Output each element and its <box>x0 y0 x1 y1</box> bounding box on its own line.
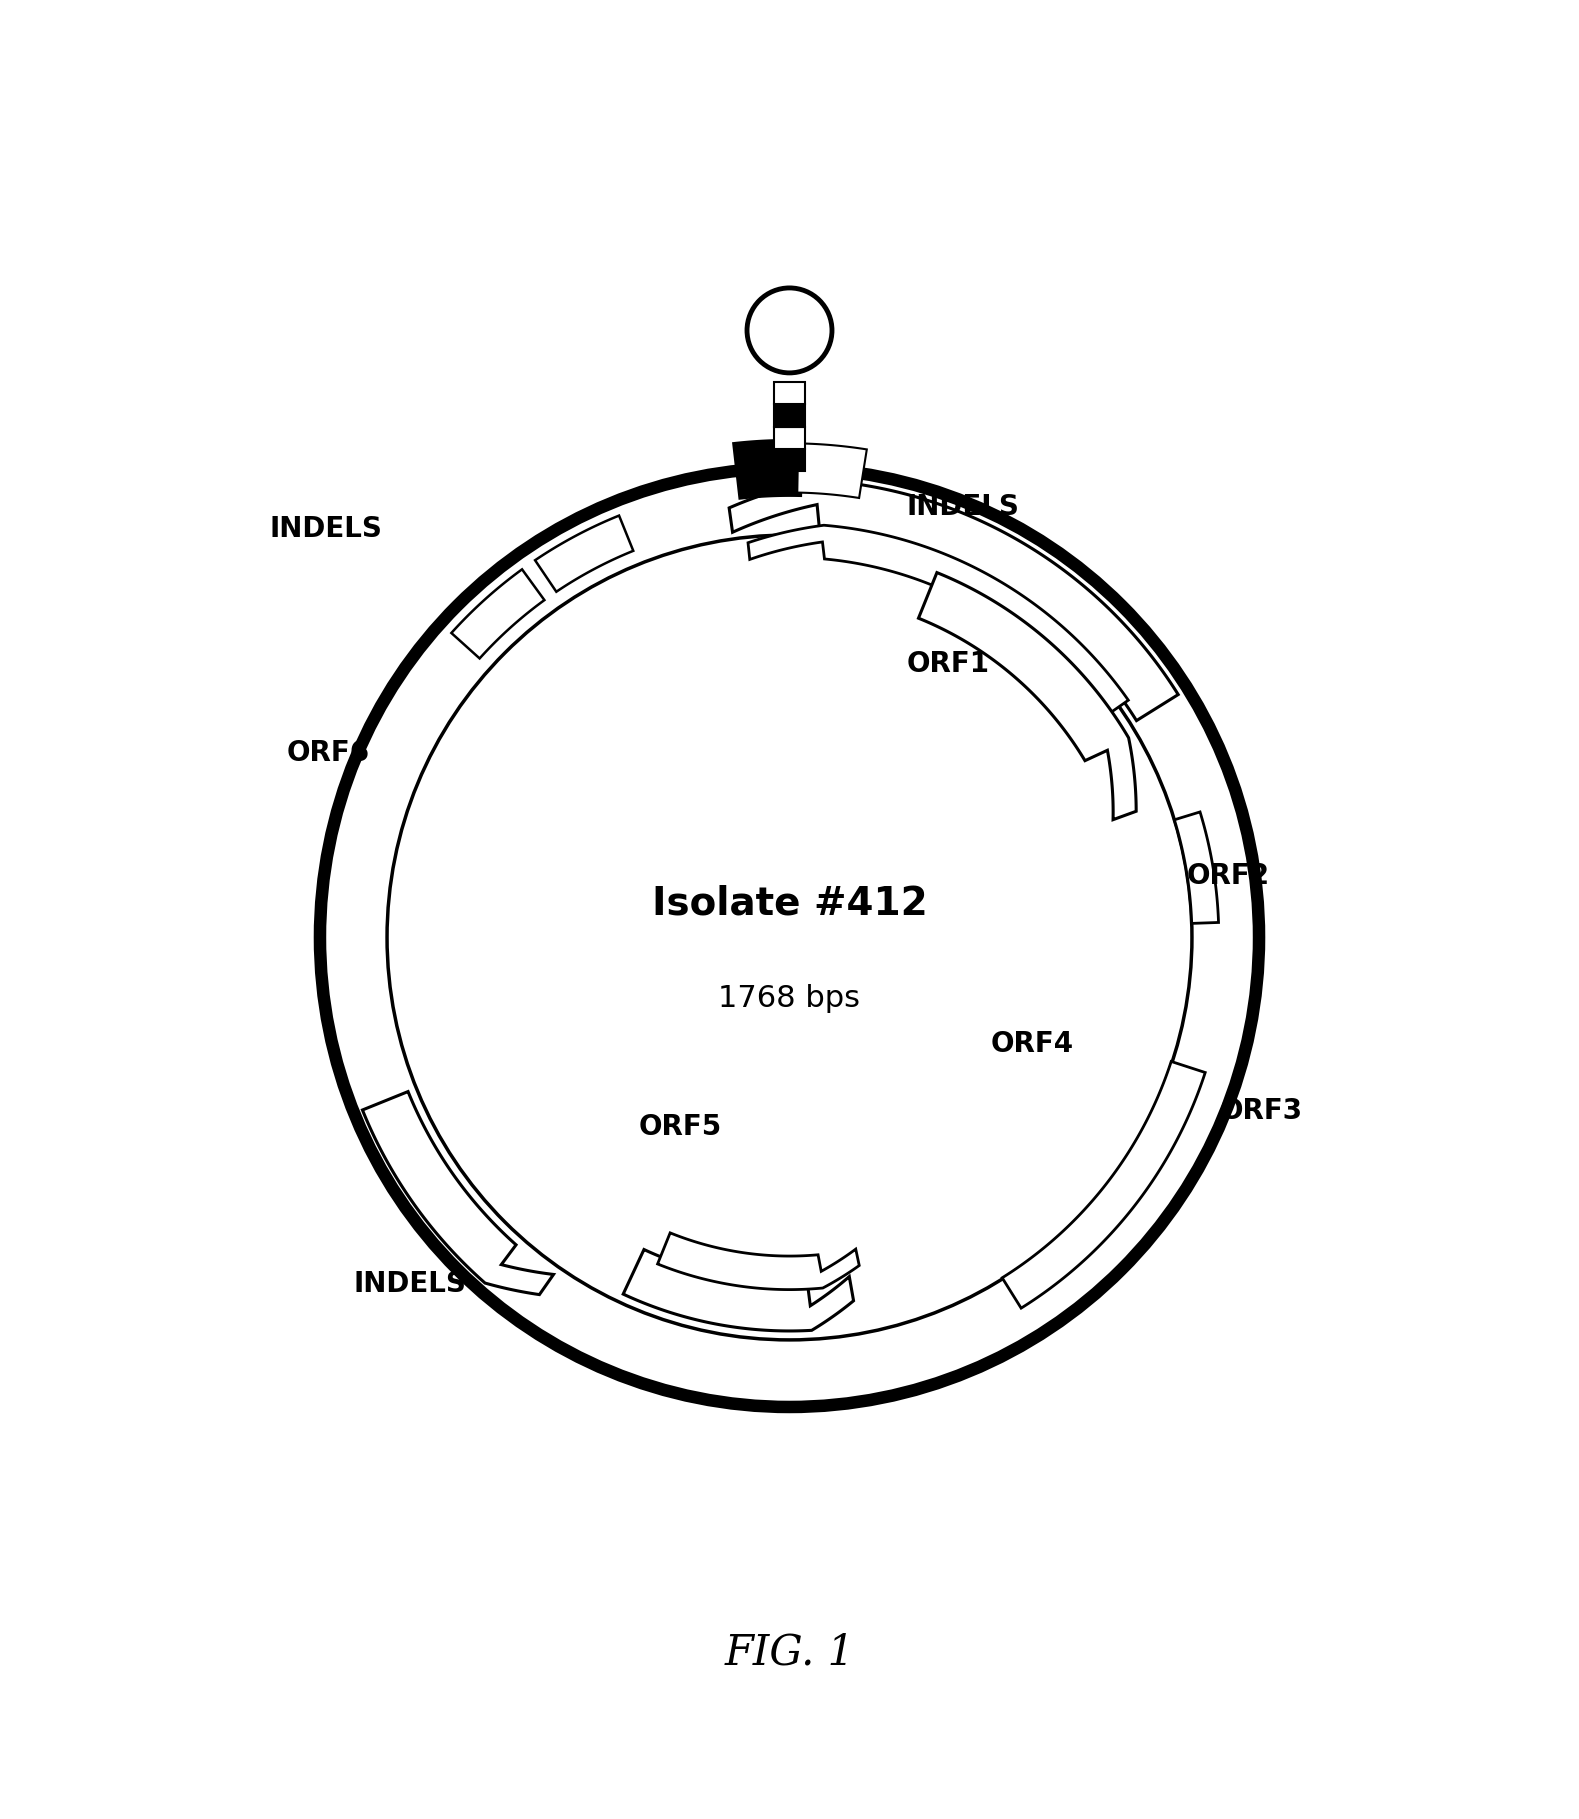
Polygon shape <box>657 1233 859 1290</box>
Text: INDELS: INDELS <box>906 493 1020 520</box>
Text: ORF1: ORF1 <box>906 649 990 677</box>
Text: ORF3: ORF3 <box>1221 1097 1303 1124</box>
Text: INDELS: INDELS <box>270 515 382 544</box>
Text: Isolate #412: Isolate #412 <box>652 884 927 922</box>
Polygon shape <box>363 1091 554 1295</box>
Text: 1768 bps: 1768 bps <box>718 984 861 1013</box>
Text: ORF6: ORF6 <box>286 739 369 768</box>
Polygon shape <box>624 1250 854 1332</box>
Polygon shape <box>729 480 1178 720</box>
Text: INDELS: INDELS <box>354 1270 466 1299</box>
Text: ORF5: ORF5 <box>638 1113 722 1142</box>
Polygon shape <box>1003 1062 1205 1308</box>
Text: FIG. 1: FIG. 1 <box>725 1632 854 1673</box>
Polygon shape <box>919 573 1137 820</box>
Polygon shape <box>797 444 867 498</box>
Polygon shape <box>535 515 633 591</box>
Polygon shape <box>1175 811 1219 924</box>
Bar <box>774 426 805 449</box>
Bar <box>774 449 805 471</box>
Polygon shape <box>748 526 1129 720</box>
Bar <box>774 382 805 404</box>
Polygon shape <box>452 569 545 658</box>
Text: ORF4: ORF4 <box>990 1030 1074 1057</box>
Bar <box>774 404 805 426</box>
Polygon shape <box>733 440 802 498</box>
Text: ORF2: ORF2 <box>1186 862 1270 889</box>
